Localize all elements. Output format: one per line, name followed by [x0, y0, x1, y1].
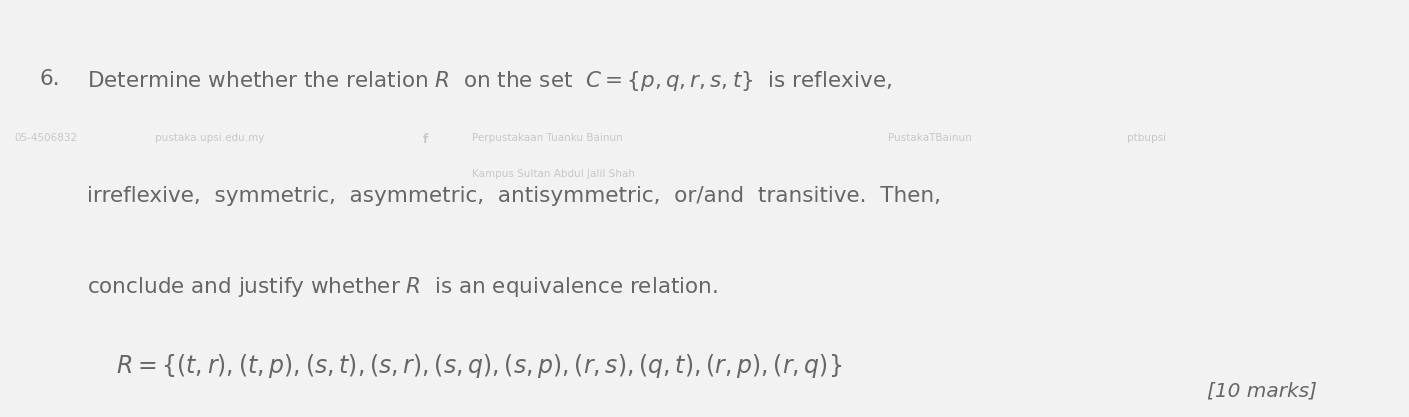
Text: 6.: 6.: [39, 69, 61, 89]
Text: [10 marks]: [10 marks]: [1208, 381, 1317, 400]
Text: irreflexive,  symmetric,  asymmetric,  antisymmetric,  or/and  transitive.  Then: irreflexive, symmetric, asymmetric, anti…: [87, 186, 941, 206]
Text: pustaka.upsi.edu.my: pustaka.upsi.edu.my: [155, 133, 265, 143]
Text: f: f: [423, 133, 428, 146]
Text: PustakaTBainun: PustakaTBainun: [888, 133, 971, 143]
Text: $R = \{(t,r),(t,p),(s,t),(s,r),(s,q),(s,p),(r,s),(q,t),(r,p),(r,q)\}$: $R = \{(t,r),(t,p),(s,t),(s,r),(s,q),(s,…: [116, 352, 841, 380]
Text: 05-4506832: 05-4506832: [14, 133, 77, 143]
Text: Kampus Sultan Abdul Jalil Shah: Kampus Sultan Abdul Jalil Shah: [472, 169, 635, 179]
Text: Determine whether the relation $R$  on the set  $C = \{p,q,r,s,t\}$  is reflexiv: Determine whether the relation $R$ on th…: [87, 69, 892, 93]
Text: Perpustakaan Tuanku Bainun: Perpustakaan Tuanku Bainun: [472, 133, 623, 143]
Text: ptbupsi: ptbupsi: [1127, 133, 1167, 143]
Text: conclude and justify whether $R$  is an equivalence relation.: conclude and justify whether $R$ is an e…: [87, 275, 719, 299]
